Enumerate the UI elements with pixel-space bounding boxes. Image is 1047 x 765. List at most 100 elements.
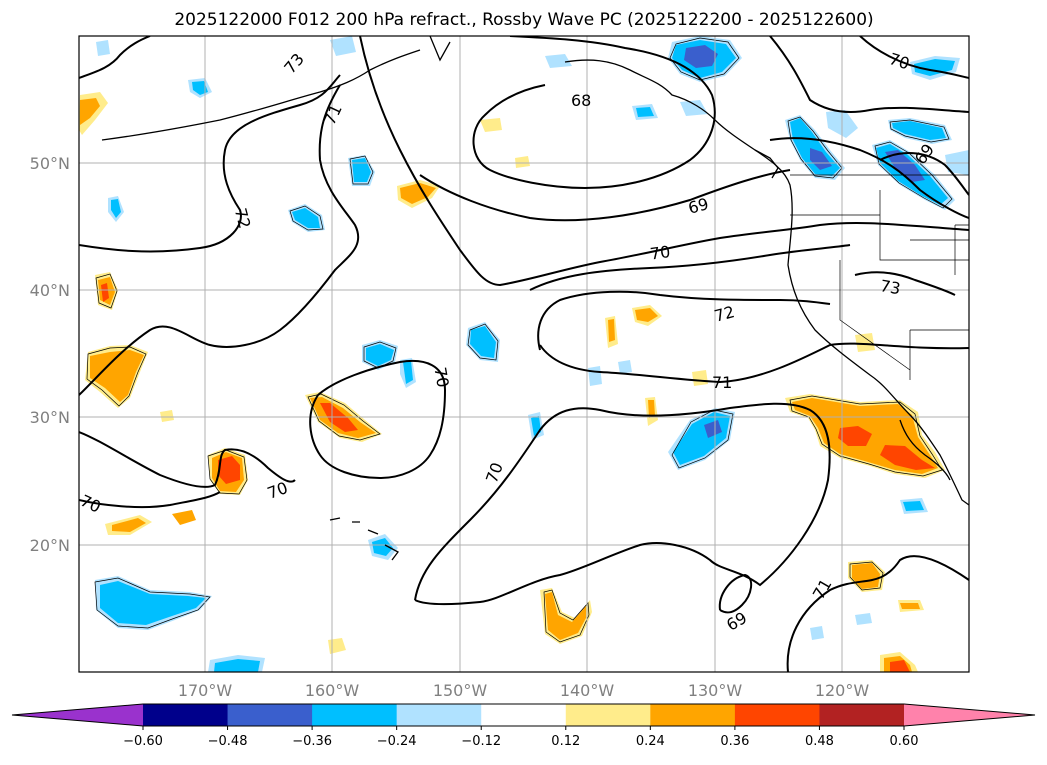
positive-anomaly-patch xyxy=(880,445,935,470)
contours xyxy=(79,36,969,672)
patch-outline xyxy=(669,37,740,81)
colorbar-bin xyxy=(481,704,567,726)
negative-anomaly-patch xyxy=(470,326,496,358)
positive-anomaly-patch xyxy=(545,592,586,640)
negative-anomaly-patch xyxy=(292,208,320,228)
lon-label-130w: 130°W xyxy=(688,681,743,700)
colorbar-extend-low xyxy=(12,704,143,726)
patch-outline xyxy=(543,589,590,643)
positive-anomaly-patch xyxy=(172,510,196,525)
negative-anomaly-patch xyxy=(903,501,924,511)
negative-anomaly-patch xyxy=(636,107,654,117)
map-border xyxy=(78,35,970,673)
contour-line xyxy=(786,555,969,672)
patch-outline xyxy=(467,323,499,361)
positive-anomaly-patch xyxy=(400,183,436,204)
negative-anomaly-patch xyxy=(810,148,832,170)
contour-line xyxy=(419,169,791,222)
colorbar: −0.60 −0.48 −0.36 −0.24 −0.12 0.12 0.24 0.36 0.4… xyxy=(11,703,1036,749)
negative-anomaly-patch xyxy=(545,54,572,68)
patch-outline xyxy=(789,395,943,477)
colorbar-tick-label: 0.12 xyxy=(551,734,580,749)
lon-label-160w: 160°W xyxy=(305,681,360,700)
lon-label-120w: 120°W xyxy=(815,681,870,700)
colorbar-tick-label: 0.24 xyxy=(636,734,665,749)
patch-outline xyxy=(289,205,324,231)
negative-anomaly-patch xyxy=(704,420,722,438)
colorbar-tick-label: 0.48 xyxy=(805,734,834,749)
contour-line xyxy=(472,36,716,190)
colorbar-tick-label: −0.12 xyxy=(461,734,501,749)
positive-anomaly-patch xyxy=(218,456,240,484)
lon-label-140w: 140°W xyxy=(560,681,615,700)
negative-anomaly-patch xyxy=(892,121,946,140)
patch-outline xyxy=(207,449,248,495)
patch-outline xyxy=(349,155,374,185)
patch-outline xyxy=(874,141,953,209)
negative-anomaly-patch xyxy=(885,150,925,182)
colorbar-extend-high xyxy=(904,704,1035,726)
colorbar-bin xyxy=(650,704,736,726)
contour-line xyxy=(79,431,296,488)
negative-anomaly-patch xyxy=(111,199,121,218)
negative-anomaly-patch xyxy=(855,613,872,625)
coastline-hawaii xyxy=(329,517,399,561)
contour-line xyxy=(769,36,969,113)
negative-anomaly-patch xyxy=(214,659,260,672)
patch-outline xyxy=(95,273,118,309)
colorbar-tick-label: −0.36 xyxy=(292,734,332,749)
negative-anomaly-patch xyxy=(192,81,208,95)
colorbar-tick-label: 0.60 xyxy=(890,734,919,749)
negative-anomaly-patch xyxy=(352,158,371,182)
contour-label: 73 xyxy=(879,276,902,298)
contour-line xyxy=(769,137,969,219)
contour-line xyxy=(537,290,831,351)
contour-line xyxy=(854,271,956,296)
colorbar-tick-label: −0.48 xyxy=(208,734,248,749)
negative-anomaly-patch xyxy=(810,626,824,640)
colorbar-bin xyxy=(565,704,651,726)
coastline-alaska xyxy=(369,36,451,71)
positive-anomaly-patch xyxy=(480,118,502,132)
positive-anomaly-patch xyxy=(515,156,530,168)
patch-outline xyxy=(363,341,397,369)
anomaly-outlines xyxy=(86,37,953,643)
positive-anomaly-patch xyxy=(838,426,872,446)
colorbar-tick-label: −0.24 xyxy=(377,734,417,749)
contour-label: 72 xyxy=(712,302,737,326)
contour-line xyxy=(79,84,360,396)
patch-outline xyxy=(671,409,734,469)
border-states xyxy=(790,190,969,380)
positive-anomaly-patch xyxy=(160,410,174,422)
lon-label-170w: 170°W xyxy=(178,681,233,700)
coastline-aleutians xyxy=(101,69,371,141)
map-title: 2025122000 F012 200 hPa refract., Rossby… xyxy=(174,10,873,30)
positive-anomaly-patch xyxy=(101,283,109,302)
negative-anomaly-patch xyxy=(366,344,394,366)
coastline-north-america xyxy=(564,59,969,506)
negative-anomaly-patch xyxy=(96,40,110,56)
patch-outline xyxy=(787,116,843,179)
colorbar-tick-label: 0.36 xyxy=(720,734,749,749)
lat-label-40n: 40°N xyxy=(30,281,70,300)
positive-anomaly-patch xyxy=(635,308,658,322)
colorbar-tick-label: −0.60 xyxy=(123,734,163,749)
lat-label-20n: 20°N xyxy=(30,536,70,555)
negative-anomaly-patch xyxy=(372,538,393,556)
negative-anomaly-patch xyxy=(100,581,206,625)
positive-anomaly-patch xyxy=(608,319,615,342)
contour-line xyxy=(79,491,221,509)
patch-outline xyxy=(307,393,381,441)
contour-line xyxy=(879,152,969,196)
contour-label: 68 xyxy=(571,91,591,110)
patch-outline xyxy=(889,119,950,143)
negative-anomaly-patch xyxy=(403,361,413,384)
coastline-baja xyxy=(899,419,951,481)
contour-label: 71 xyxy=(712,373,732,392)
colorbar-bin xyxy=(396,704,482,726)
negative-anomaly-patch xyxy=(588,366,602,386)
contour-line xyxy=(309,360,447,480)
patch-outline xyxy=(849,561,884,591)
positive-anomaly-patch xyxy=(648,400,655,418)
